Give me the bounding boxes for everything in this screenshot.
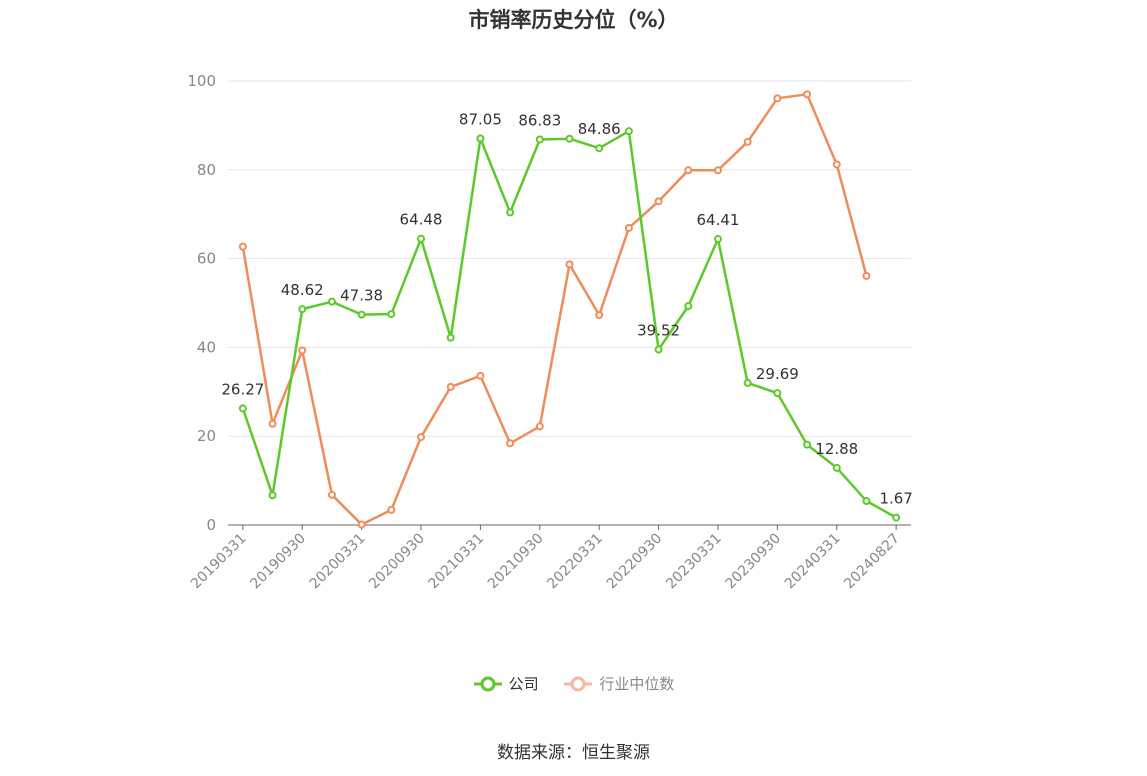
industry-data-point <box>357 520 366 529</box>
x-tick-label: 20240331 <box>782 531 844 593</box>
industry-data-point <box>803 90 812 99</box>
x-tick-label: 20210930 <box>485 531 547 593</box>
data-source: 数据来源：恒生聚源 <box>497 743 650 763</box>
company-data-label: 64.41 <box>697 211 740 229</box>
company-data-point <box>357 310 366 319</box>
company-data-point <box>624 127 633 136</box>
line-chart: 0 20 40 60 80 100 2019033120190930202003312020… <box>187 72 912 593</box>
legend-company-marker-icon <box>473 676 502 691</box>
industry-data-point <box>832 160 841 169</box>
company-data-point <box>506 208 515 217</box>
legend-industry-marker-icon <box>564 676 593 691</box>
industry-data-point <box>238 242 247 251</box>
company-data-point <box>684 302 693 311</box>
company-data-label: 1.67 <box>879 490 912 508</box>
industry-data-point <box>298 346 307 355</box>
company-data-label: 26.27 <box>221 380 264 398</box>
industry-data-point <box>327 490 336 499</box>
company-data-label: 47.38 <box>340 287 383 305</box>
industry-series-line <box>241 93 868 526</box>
x-tick-label: 20200930 <box>366 531 428 593</box>
company-data-point <box>298 305 307 314</box>
industry-data-point <box>684 166 693 175</box>
company-data-label: 86.83 <box>518 111 561 129</box>
y-tick-label: 60 <box>197 250 216 268</box>
company-data-point <box>595 144 604 153</box>
chart-title: 市销率历史分位（%） <box>468 8 679 32</box>
company-data-label: 12.88 <box>815 440 858 458</box>
company-data-point <box>832 463 841 472</box>
company-data-point <box>387 310 396 319</box>
industry-data-point <box>476 371 485 380</box>
chart-legend: 公司 行业中位数 <box>0 673 1147 696</box>
company-data-label: 84.86 <box>578 120 621 138</box>
industry-data-point <box>506 439 515 448</box>
x-tick-label: 20190930 <box>247 531 309 593</box>
x-tick-label: 20210331 <box>426 531 488 593</box>
company-data-label: 29.69 <box>756 365 799 383</box>
legend-item-company[interactable]: 公司 <box>473 673 539 694</box>
industry-data-point <box>535 422 544 431</box>
x-tick-label: 20200331 <box>307 531 369 593</box>
industry-data-point <box>624 223 633 232</box>
y-tick-label: 80 <box>197 161 216 179</box>
y-tick-label: 0 <box>206 516 216 534</box>
x-tick-label: 20230331 <box>663 531 725 593</box>
x-tick-label: 20230930 <box>722 531 784 593</box>
industry-data-point <box>565 260 574 269</box>
industry-data-point <box>387 505 396 514</box>
company-data-point <box>238 404 247 413</box>
company-data-point <box>327 297 336 306</box>
legend-label-company: 公司 <box>508 675 539 693</box>
company-data-point <box>892 513 901 522</box>
legend-label-industry: 行业中位数 <box>599 675 675 693</box>
industry-data-point <box>595 310 604 319</box>
company-data-point <box>743 378 752 387</box>
company-data-point <box>654 345 663 354</box>
company-data-label: 64.48 <box>400 211 443 229</box>
company-data-point <box>862 497 871 506</box>
company-data-label: 48.62 <box>281 281 324 299</box>
company-data-point <box>535 135 544 144</box>
industry-data-point <box>654 197 663 206</box>
company-data-point <box>417 234 426 243</box>
industry-data-point <box>417 433 426 442</box>
industry-data-point <box>713 166 722 175</box>
x-tick-label: 20220930 <box>604 531 666 593</box>
legend-item-industry[interactable]: 行业中位数 <box>563 673 674 694</box>
x-tick-label: 20220331 <box>544 531 606 593</box>
company-series-line <box>241 129 897 519</box>
company-data-point <box>476 134 485 143</box>
x-tick-label: 20240827 <box>841 531 903 593</box>
industry-data-point <box>773 94 782 103</box>
industry-data-point <box>268 419 277 428</box>
x-tick-label: 20190331 <box>188 531 250 593</box>
y-tick-label: 20 <box>197 427 216 445</box>
company-data-point <box>713 235 722 244</box>
company-data-point <box>268 491 277 500</box>
company-data-point <box>565 134 574 143</box>
industry-data-point <box>743 137 752 146</box>
company-data-point <box>446 333 455 342</box>
company-data-label: 87.05 <box>459 110 502 128</box>
company-data-point <box>773 389 782 398</box>
company-data-point <box>803 440 812 449</box>
y-tick-label: 40 <box>197 338 216 356</box>
industry-data-point <box>446 382 455 391</box>
company-data-label: 39.52 <box>637 322 680 340</box>
y-tick-label: 100 <box>187 72 216 90</box>
industry-data-point <box>862 271 871 280</box>
